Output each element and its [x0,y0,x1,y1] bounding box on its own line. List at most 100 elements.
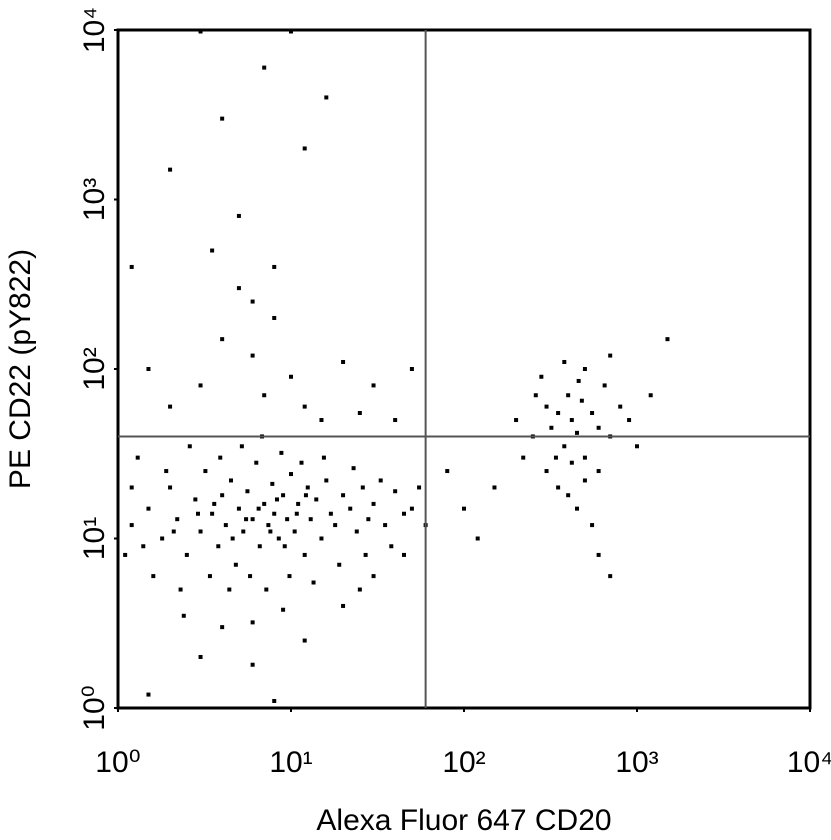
point [582,478,587,483]
point [562,359,567,364]
point [236,506,241,511]
point [665,337,670,342]
point [141,544,146,549]
point [319,418,324,423]
point [319,536,324,541]
plot-frame [116,28,812,710]
point [220,337,225,342]
point [236,286,241,291]
point [596,425,601,430]
point [168,404,173,409]
x-tick-label: 10¹ [269,746,312,779]
point [393,489,398,494]
point [337,562,342,567]
point [514,418,519,423]
point [244,517,249,522]
point [262,65,267,70]
point [357,587,362,592]
point [302,404,307,409]
y-axis-label: PE CD22 (pY822) [4,249,37,489]
point [590,523,595,528]
x-tick-label: 10² [442,746,485,779]
point [492,485,497,490]
point [272,511,277,516]
point [579,398,584,403]
point [371,383,376,388]
point [569,460,574,465]
point [220,493,225,498]
point [129,523,134,528]
point [289,374,293,379]
point [314,497,319,502]
point [590,411,595,416]
point [544,469,549,474]
point [146,367,151,371]
point [268,529,273,534]
point [566,493,571,498]
point [151,574,156,579]
point [569,418,574,423]
point [146,692,151,697]
point [393,418,398,423]
point [627,418,632,423]
point [250,299,255,304]
point [218,455,223,460]
point [210,248,215,253]
point [129,485,134,490]
point [285,517,290,522]
point [171,529,176,534]
point [445,469,450,474]
point [402,552,407,557]
point [198,529,203,534]
point [272,698,277,703]
point [321,455,326,460]
point [212,501,217,506]
point [305,485,310,490]
point [229,478,234,483]
point [533,393,538,398]
point [250,353,255,358]
point [363,552,368,557]
point [348,506,353,511]
point [276,536,281,541]
point [168,485,173,490]
point [582,367,587,371]
point [341,359,346,364]
point [216,544,221,549]
point [250,517,255,522]
point [521,455,526,460]
y-tick-label: 10⁴ [78,7,111,53]
point [582,455,587,460]
point [281,493,286,498]
point [378,478,383,483]
point [302,552,307,557]
point [475,536,480,541]
point [556,411,561,416]
point [223,523,228,528]
y-tick-label: 10⁰ [78,685,111,730]
point [596,469,601,474]
point [239,444,244,449]
point [383,523,388,528]
x-tick-label: 10⁴ [787,746,831,779]
point [193,497,198,502]
point [266,523,271,528]
point [602,383,607,388]
point [262,501,267,506]
x-tick-label: 10⁰ [95,746,140,779]
point [245,489,250,494]
point [566,393,571,398]
point [409,506,414,511]
y-tick-label: 10³ [78,178,111,221]
points [123,29,670,703]
point [389,544,394,549]
point [357,411,362,416]
point [549,425,554,430]
point [575,430,580,435]
point [553,455,558,460]
point [275,497,280,502]
point [220,116,225,121]
point [289,472,293,477]
point [272,315,277,320]
point [539,374,544,379]
